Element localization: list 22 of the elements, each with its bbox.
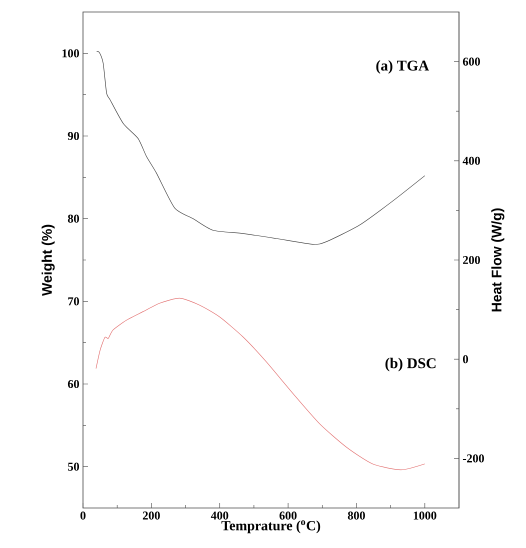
x-tick-label: 600 (280, 512, 297, 520)
y2-tick-label: 200 (463, 256, 480, 264)
y-tick-label: 90 (68, 132, 80, 140)
annotation: (a) TGA (376, 60, 430, 74)
y2-tick-label: 0 (462, 355, 468, 364)
x-tick-label: 0 (80, 512, 86, 520)
y-tick-label: 80 (68, 214, 80, 223)
y-axis-title: Weight (%) (42, 224, 55, 296)
x-tick-label: 800 (348, 512, 365, 520)
x-tick-label: 400 (210, 512, 228, 520)
x-tick-label: 200 (142, 512, 160, 520)
y2-tick-label: -200 (462, 454, 484, 462)
y-tick-label: 50 (68, 462, 80, 471)
y2-tick-label: 400 (462, 156, 480, 165)
y2-tick-label: 600 (462, 58, 480, 66)
y-tick-label: 100 (62, 49, 80, 58)
y-tick-label: 60 (68, 380, 80, 388)
x-axis-title: Temprature ($^{o}$C) (221, 520, 320, 534)
x-tick-label: 1000 (414, 512, 436, 520)
y2-axis-title: Heat Flow (W/g) (491, 208, 504, 312)
y-tick-label: 70 (68, 297, 80, 306)
annotation: (b) DSC (385, 358, 436, 372)
